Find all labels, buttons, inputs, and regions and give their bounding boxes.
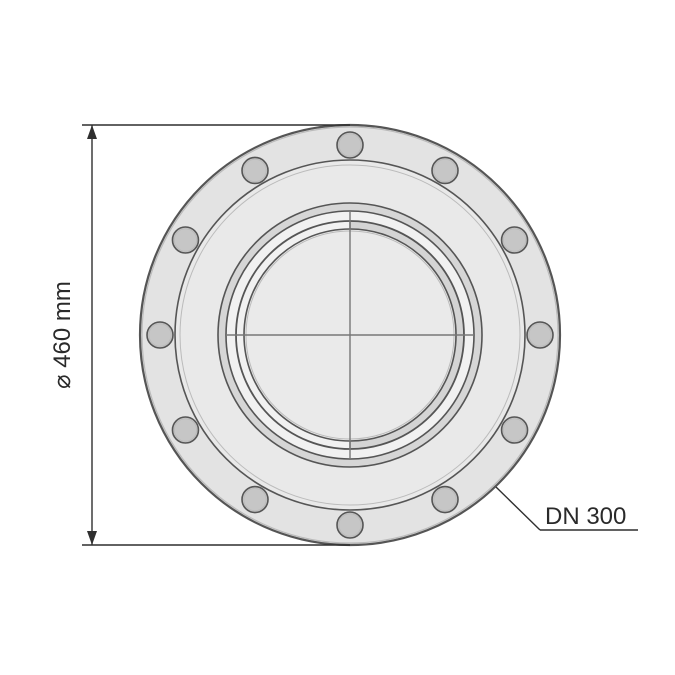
- bolt-hole: [172, 227, 198, 253]
- bolt-hole: [502, 227, 528, 253]
- bolt-hole: [242, 487, 268, 513]
- annotation-text: DN 300: [545, 503, 626, 530]
- bolt-hole: [337, 132, 363, 158]
- bolt-hole: [432, 157, 458, 183]
- bolt-hole: [242, 157, 268, 183]
- dimension-text: ⌀ 460 mm: [49, 281, 76, 389]
- bolt-hole: [147, 322, 173, 348]
- flange-drawing: [140, 125, 560, 545]
- bolt-hole: [337, 512, 363, 538]
- bolt-hole: [527, 322, 553, 348]
- bolt-hole: [502, 417, 528, 443]
- bolt-hole: [432, 487, 458, 513]
- bolt-hole: [172, 417, 198, 443]
